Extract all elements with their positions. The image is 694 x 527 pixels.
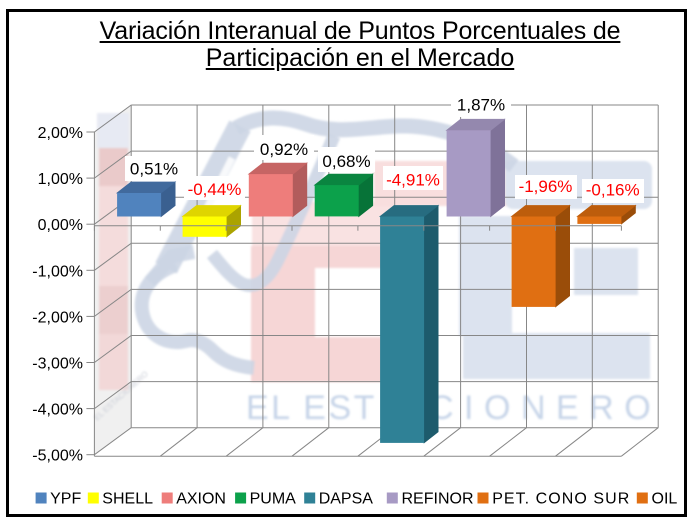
svg-text:PUMA: PUMA [250,491,297,508]
svg-text:-2,00%: -2,00% [32,309,83,326]
svg-text:-1,00%: -1,00% [32,263,83,280]
svg-text:REFINOR: REFINOR [402,491,474,508]
svg-text:-4,91%: -4,91% [386,170,440,189]
svg-text:1,87%: 1,87% [457,96,505,115]
svg-text:-0,16%: -0,16% [586,181,640,200]
svg-text:DAPSA: DAPSA [319,491,374,508]
svg-text:0,51%: 0,51% [130,160,178,179]
svg-text:OIL: OIL [652,491,678,508]
svg-text:YPF: YPF [50,491,81,508]
svg-text:AXION: AXION [176,491,226,508]
svg-text:PET. CONO SUR: PET. CONO SUR [492,491,630,508]
svg-text:-5,00%: -5,00% [32,448,83,465]
svg-text:-1,96%: -1,96% [519,177,573,196]
svg-text:EL EST: EL EST [246,389,377,427]
svg-text:-3,00%: -3,00% [32,356,83,373]
svg-text:1,00%: 1,00% [38,171,83,188]
svg-text:CIONERO: CIONERO [429,389,661,427]
svg-text:0,92%: 0,92% [260,140,308,159]
svg-text:2,00%: 2,00% [38,125,83,142]
svg-text:0,68%: 0,68% [322,152,370,171]
svg-text:-0,44%: -0,44% [188,180,242,199]
svg-text:-4,00%: -4,00% [32,402,83,419]
svg-text:SHELL: SHELL [102,491,153,508]
svg-text:0,00%: 0,00% [38,217,83,234]
